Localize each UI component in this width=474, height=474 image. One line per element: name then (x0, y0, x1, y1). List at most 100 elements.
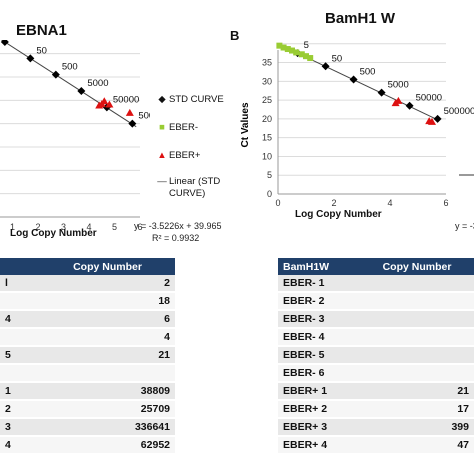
right-point-label: 5000 (388, 80, 409, 91)
left-point (51, 70, 60, 79)
table-row-label: 2 (0, 400, 40, 419)
right-point (377, 88, 386, 97)
right-table-header-copy: Copy Number (360, 258, 474, 275)
right-point-label: 50 (332, 53, 343, 64)
table-row-label: EBER- 6 (278, 364, 360, 383)
left-x-tick: 1 (10, 222, 15, 232)
left-table: Copy Number l 2 18 4 6 4 5 21 1 38809 2 25709 3 33664… (0, 258, 175, 455)
left-equation: y = -3.5226x + 39.965 R² = 0.9932 (134, 220, 222, 244)
table-row-label: 1 (0, 382, 40, 401)
right-point-label: 5 (304, 40, 309, 51)
table-row: 2 25709 (0, 400, 175, 419)
right-table-header-label: BamH1W (278, 258, 360, 275)
table-row-label: EBER+ 3 (278, 418, 360, 437)
right-point (276, 42, 283, 49)
right-point (284, 46, 291, 53)
table-row: EBER+ 3 399 (278, 418, 474, 437)
right-equation: y = -3. (455, 221, 474, 231)
right-x-tick: 2 (331, 198, 336, 208)
legend-linear-label-2: CURVE) (169, 188, 206, 199)
left-point (100, 97, 109, 105)
right-panel-letter: B (230, 28, 240, 43)
left-equation-line1: y = -3.5226x + 39.965 (134, 221, 222, 231)
left-point-label: 5000 (87, 78, 108, 89)
right-y-ticks: 0 5 10 15 20 25 30 35 (262, 58, 272, 199)
table-row-label: EBER- 5 (278, 346, 360, 365)
left-chart: 5 50 500 5000 50000 500000 1 2 3 4 5 6 (0, 40, 150, 232)
table-row: 5 21 (0, 346, 175, 365)
right-y-tick: 10 (262, 151, 272, 161)
table-row-label (0, 328, 40, 347)
left-point (125, 108, 134, 116)
left-point (128, 119, 137, 128)
table-row-label: 4 (0, 436, 40, 455)
right-y-tick: 20 (262, 114, 272, 124)
right-y-tick: 25 (262, 95, 272, 105)
table-row: 4 (0, 328, 175, 347)
table-row-label: EBER- 1 (278, 275, 360, 293)
table-row-value: 47 (360, 436, 474, 455)
right-y-tick: 0 (267, 189, 272, 199)
right-table: BamH1W Copy Number EBER- 1 EBER- 2 EBER- 3… (278, 258, 474, 455)
left-point-label: 50000 (113, 94, 139, 105)
left-point (105, 100, 114, 108)
table-row: 1 38809 (0, 382, 175, 401)
table-row-label: 4 (0, 310, 40, 329)
right-point (293, 49, 300, 56)
table-row: 3 336641 (0, 418, 175, 437)
left-point (0, 40, 9, 46)
table-row-value: 4 (40, 328, 175, 347)
table-row-value (360, 346, 474, 365)
legend-std-label: STD CURVE (169, 94, 224, 105)
table-row: EBER- 1 (278, 275, 474, 293)
legend-linear-label-1: Linear (STD (169, 176, 221, 187)
right-chart-title: BamH1 W (325, 10, 396, 27)
left-point-label: 50 (36, 45, 47, 56)
table-row: EBER+ 1 21 (278, 382, 474, 401)
table-row: EBER+ 4 47 (278, 436, 474, 455)
table-row-label (0, 292, 40, 311)
table-row-value: 25709 (40, 400, 175, 419)
left-table-header-copy: Copy Number (40, 258, 175, 275)
table-row (0, 364, 175, 383)
left-x-axis-label: Log Copy Number (10, 228, 97, 239)
table-row: EBER- 5 (278, 346, 474, 365)
right-chart: 0 5 10 15 20 25 30 35 0 2 4 6 5 50 500 5000 5000050000… (240, 40, 474, 208)
legend-std-icon: ◆ (158, 94, 166, 105)
legend-linear-icon: — (157, 176, 167, 187)
table-row-value (360, 328, 474, 347)
left-equation-line2: R² = 0.9932 (152, 233, 200, 243)
table-row-value: 17 (360, 400, 474, 419)
left-trendline-line (0, 40, 137, 128)
right-table-header: BamH1W Copy Number (278, 258, 474, 275)
right-point-label: 500 (360, 66, 376, 77)
right-y-tick: 5 (267, 170, 272, 180)
table-row: 18 (0, 292, 175, 311)
right-x-tick: 6 (443, 198, 448, 208)
table-row-value (40, 364, 175, 383)
right-y-tick: 30 (262, 76, 272, 86)
left-x-tick: 6 (137, 222, 142, 232)
table-row-label: EBER- 3 (278, 310, 360, 329)
table-row-label: EBER- 2 (278, 292, 360, 311)
left-x-tick: 2 (35, 222, 40, 232)
table-row-value: 21 (40, 346, 175, 365)
right-y-tick: 15 (262, 133, 272, 143)
table-row-label: 3 (0, 418, 40, 437)
left-points (0, 40, 137, 128)
right-point (405, 101, 414, 110)
right-point (289, 47, 295, 54)
table-row-label (0, 364, 40, 383)
right-point (321, 62, 330, 71)
left-x-tick: 4 (86, 222, 91, 232)
table-row: EBER+ 2 17 (278, 400, 474, 419)
right-point (349, 75, 358, 84)
left-x-tick: 3 (61, 222, 66, 232)
right-gridlines (278, 43, 446, 195)
left-point-label: 500000 (138, 111, 150, 122)
right-x-tick: 4 (387, 198, 392, 208)
right-point (433, 114, 442, 123)
